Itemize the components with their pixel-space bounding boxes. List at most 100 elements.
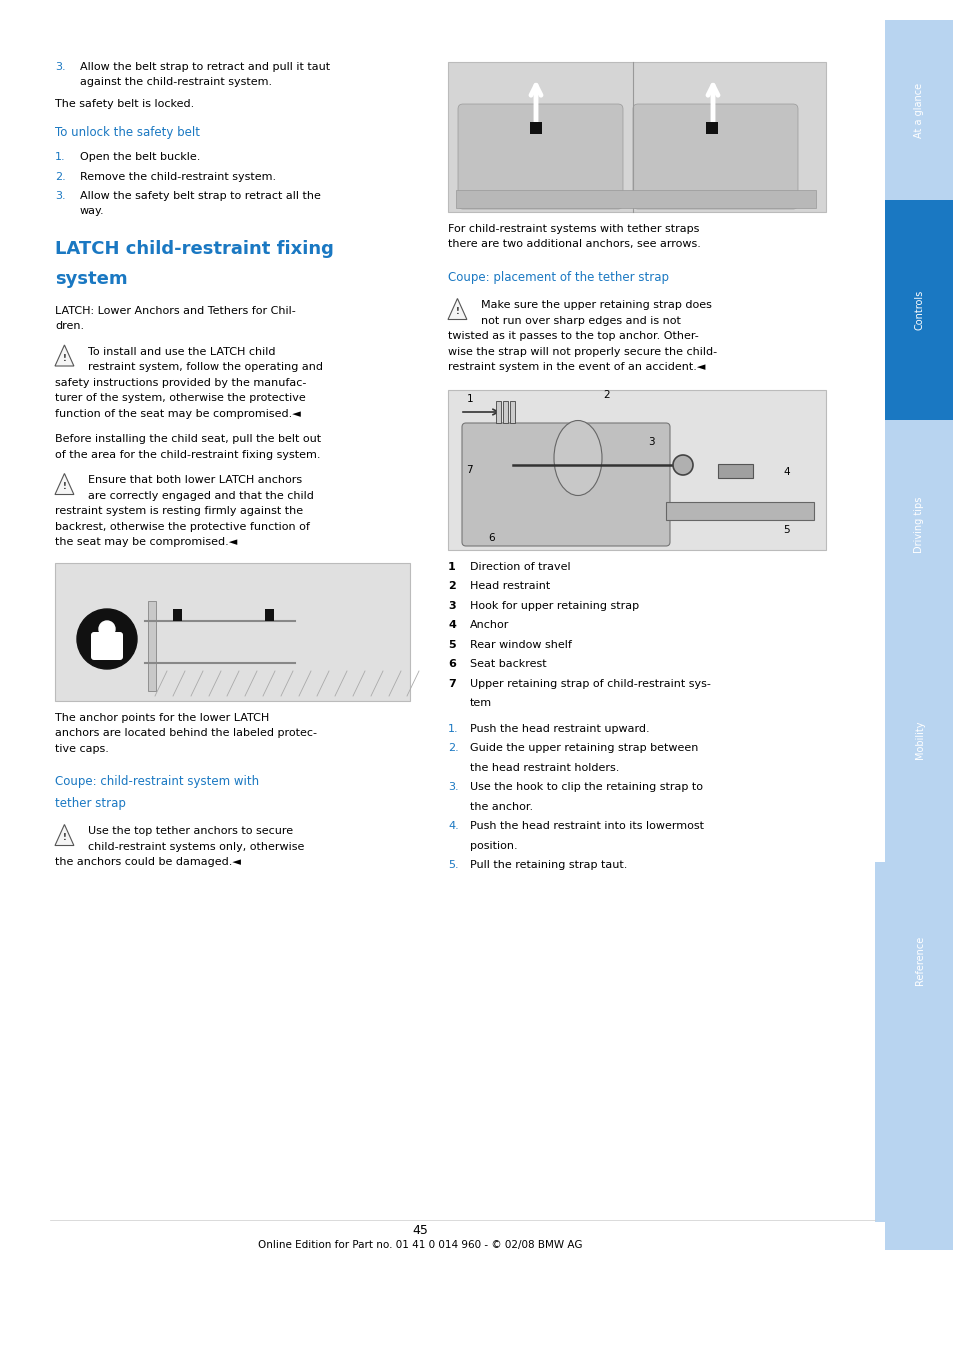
FancyBboxPatch shape bbox=[633, 104, 797, 209]
Text: Coupe: child-restraint system with: Coupe: child-restraint system with bbox=[55, 775, 259, 788]
Bar bbox=[55, 563, 410, 701]
Text: LATCH child-restraint fixing: LATCH child-restraint fixing bbox=[55, 240, 334, 258]
Text: 6: 6 bbox=[488, 533, 494, 543]
Text: 2: 2 bbox=[448, 582, 456, 591]
Text: Use the top tether anchors to secure: Use the top tether anchors to secure bbox=[88, 826, 293, 837]
Text: 1.: 1. bbox=[448, 724, 458, 734]
Text: 6: 6 bbox=[448, 660, 456, 670]
Text: 3: 3 bbox=[647, 437, 654, 447]
Text: twisted as it passes to the top anchor. Other-: twisted as it passes to the top anchor. … bbox=[448, 332, 698, 342]
Polygon shape bbox=[55, 346, 73, 366]
FancyBboxPatch shape bbox=[457, 104, 622, 209]
Text: against the child-restraint system.: against the child-restraint system. bbox=[80, 77, 272, 88]
Text: 3: 3 bbox=[448, 601, 456, 612]
FancyBboxPatch shape bbox=[148, 601, 156, 691]
Text: Make sure the upper retaining strap does: Make sure the upper retaining strap does bbox=[480, 301, 711, 310]
Text: Rear window shelf: Rear window shelf bbox=[470, 640, 571, 649]
Text: !: ! bbox=[63, 354, 67, 363]
Bar bbox=[530, 122, 541, 134]
Text: Mobility: Mobility bbox=[914, 721, 923, 759]
Text: Guide the upper retaining strap between: Guide the upper retaining strap between bbox=[470, 744, 698, 753]
Text: anchors are located behind the labeled protec-: anchors are located behind the labeled p… bbox=[55, 729, 316, 738]
Text: turer of the system, otherwise the protective: turer of the system, otherwise the prote… bbox=[55, 393, 305, 404]
Text: restraint system is resting firmly against the: restraint system is resting firmly again… bbox=[55, 506, 303, 517]
Bar bbox=[718, 464, 752, 478]
Text: Head restraint: Head restraint bbox=[470, 582, 550, 591]
Text: are correctly engaged and that the child: are correctly engaged and that the child bbox=[88, 491, 314, 501]
Text: backrest, otherwise the protective function of: backrest, otherwise the protective funct… bbox=[55, 522, 310, 532]
Text: the seat may be compromised.◄: the seat may be compromised.◄ bbox=[55, 537, 237, 548]
Text: Open the belt buckle.: Open the belt buckle. bbox=[80, 153, 200, 162]
Text: Before installing the child seat, pull the belt out: Before installing the child seat, pull t… bbox=[55, 435, 321, 444]
Text: 4.: 4. bbox=[448, 822, 458, 832]
Polygon shape bbox=[55, 474, 73, 494]
Text: The safety belt is locked.: The safety belt is locked. bbox=[55, 99, 194, 109]
Text: To install and use the LATCH child: To install and use the LATCH child bbox=[88, 347, 275, 356]
Text: function of the seat may be compromised.◄: function of the seat may be compromised.… bbox=[55, 409, 300, 418]
Text: 4: 4 bbox=[782, 467, 789, 477]
Text: Push the head restraint upward.: Push the head restraint upward. bbox=[470, 724, 649, 734]
Text: !: ! bbox=[63, 482, 67, 491]
Text: 1.: 1. bbox=[55, 153, 66, 162]
Text: the head restraint holders.: the head restraint holders. bbox=[470, 763, 618, 774]
Text: Anchor: Anchor bbox=[470, 621, 509, 630]
Bar bbox=[884, 420, 953, 630]
Text: position.: position. bbox=[470, 841, 517, 850]
Bar bbox=[502, 401, 507, 423]
Text: Coupe: placement of the tether strap: Coupe: placement of the tether strap bbox=[448, 271, 668, 284]
Circle shape bbox=[672, 455, 692, 475]
Bar bbox=[456, 190, 815, 208]
Text: 7: 7 bbox=[465, 464, 472, 475]
Bar bbox=[448, 390, 825, 549]
Circle shape bbox=[77, 609, 137, 670]
Text: 2: 2 bbox=[602, 390, 609, 400]
Text: Hook for upper retaining strap: Hook for upper retaining strap bbox=[470, 601, 639, 612]
Text: Reference: Reference bbox=[914, 936, 923, 984]
Text: LATCH: Lower Anchors and Tethers for Chil-: LATCH: Lower Anchors and Tethers for Chi… bbox=[55, 306, 295, 316]
Text: 2.: 2. bbox=[55, 171, 66, 181]
Text: Use the hook to clip the retaining strap to: Use the hook to clip the retaining strap… bbox=[470, 783, 702, 792]
Text: 5.: 5. bbox=[448, 860, 458, 871]
Bar bbox=[496, 401, 500, 423]
Text: !: ! bbox=[455, 306, 459, 316]
Text: way.: way. bbox=[80, 207, 105, 216]
Bar bbox=[874, 863, 884, 1222]
Bar bbox=[884, 1071, 953, 1250]
Text: the anchors could be damaged.◄: the anchors could be damaged.◄ bbox=[55, 857, 240, 868]
Bar bbox=[884, 200, 953, 420]
Text: To unlock the safety belt: To unlock the safety belt bbox=[55, 127, 200, 139]
Text: tem: tem bbox=[470, 698, 492, 709]
Text: Controls: Controls bbox=[914, 290, 923, 331]
Text: 5: 5 bbox=[448, 640, 456, 649]
Text: 3.: 3. bbox=[55, 190, 66, 201]
Text: The anchor points for the lower LATCH: The anchor points for the lower LATCH bbox=[55, 713, 269, 724]
FancyBboxPatch shape bbox=[461, 423, 669, 545]
Bar bbox=[884, 850, 953, 1071]
Circle shape bbox=[99, 621, 115, 637]
Text: dren.: dren. bbox=[55, 321, 84, 332]
Text: restraint system, follow the operating and: restraint system, follow the operating a… bbox=[88, 363, 323, 373]
Bar bbox=[172, 609, 182, 621]
Text: 45: 45 bbox=[412, 1223, 428, 1237]
Polygon shape bbox=[448, 298, 466, 320]
Text: 3.: 3. bbox=[55, 62, 66, 72]
Text: wise the strap will not properly secure the child-: wise the strap will not properly secure … bbox=[448, 347, 717, 356]
Bar bbox=[265, 609, 274, 621]
Text: the anchor.: the anchor. bbox=[470, 802, 533, 811]
FancyBboxPatch shape bbox=[91, 632, 123, 660]
Text: Direction of travel: Direction of travel bbox=[470, 562, 570, 572]
Text: system: system bbox=[55, 270, 128, 288]
Text: Push the head restraint into its lowermost: Push the head restraint into its lowermo… bbox=[470, 822, 703, 832]
Ellipse shape bbox=[554, 420, 601, 495]
Text: Allow the belt strap to retract and pull it taut: Allow the belt strap to retract and pull… bbox=[80, 62, 330, 72]
Bar bbox=[884, 20, 953, 200]
Text: Online Edition for Part no. 01 41 0 014 960 - © 02/08 BMW AG: Online Edition for Part no. 01 41 0 014 … bbox=[257, 1241, 581, 1250]
Text: there are two additional anchors, see arrows.: there are two additional anchors, see ar… bbox=[448, 239, 700, 250]
Text: safety instructions provided by the manufac-: safety instructions provided by the manu… bbox=[55, 378, 306, 387]
Text: Ensure that both lower LATCH anchors: Ensure that both lower LATCH anchors bbox=[88, 475, 302, 486]
Text: Pull the retaining strap taut.: Pull the retaining strap taut. bbox=[470, 860, 627, 871]
Text: For child-restraint systems with tether straps: For child-restraint systems with tether … bbox=[448, 224, 699, 234]
Text: 3.: 3. bbox=[448, 783, 458, 792]
Bar bbox=[510, 401, 515, 423]
Text: tether strap: tether strap bbox=[55, 796, 126, 810]
